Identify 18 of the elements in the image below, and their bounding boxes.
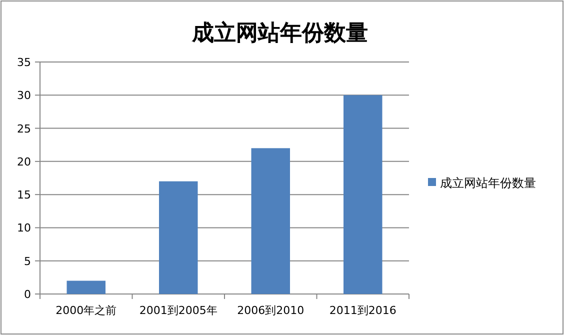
x-tick-label: 2001到2005年 — [139, 304, 218, 317]
x-tick-label: 2006到2010 — [237, 304, 304, 317]
bar — [251, 148, 290, 294]
y-tick-label: 10 — [17, 222, 31, 235]
y-tick-label: 5 — [24, 254, 31, 268]
x-tick-label: 2011到2016 — [329, 304, 396, 317]
x-tick-label: 2000年之前 — [56, 304, 117, 317]
legend-label: 成立网站年份数量 — [440, 176, 536, 190]
y-tick-label: 15 — [17, 188, 31, 202]
y-tick-label: 35 — [17, 56, 31, 69]
bar — [159, 181, 198, 294]
chart-title: 成立网站年份数量 — [191, 20, 368, 46]
bar — [66, 280, 106, 294]
y-tick-label: 30 — [17, 89, 31, 102]
y-tick-label: 0 — [24, 288, 31, 301]
y-tick-label: 20 — [17, 155, 31, 168]
y-tick-label: 25 — [17, 122, 31, 136]
bar — [344, 95, 382, 294]
